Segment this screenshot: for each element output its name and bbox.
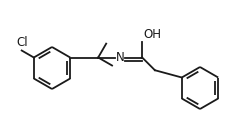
Text: N: N [116,51,125,64]
Text: OH: OH [143,28,161,40]
Text: Cl: Cl [16,37,27,50]
